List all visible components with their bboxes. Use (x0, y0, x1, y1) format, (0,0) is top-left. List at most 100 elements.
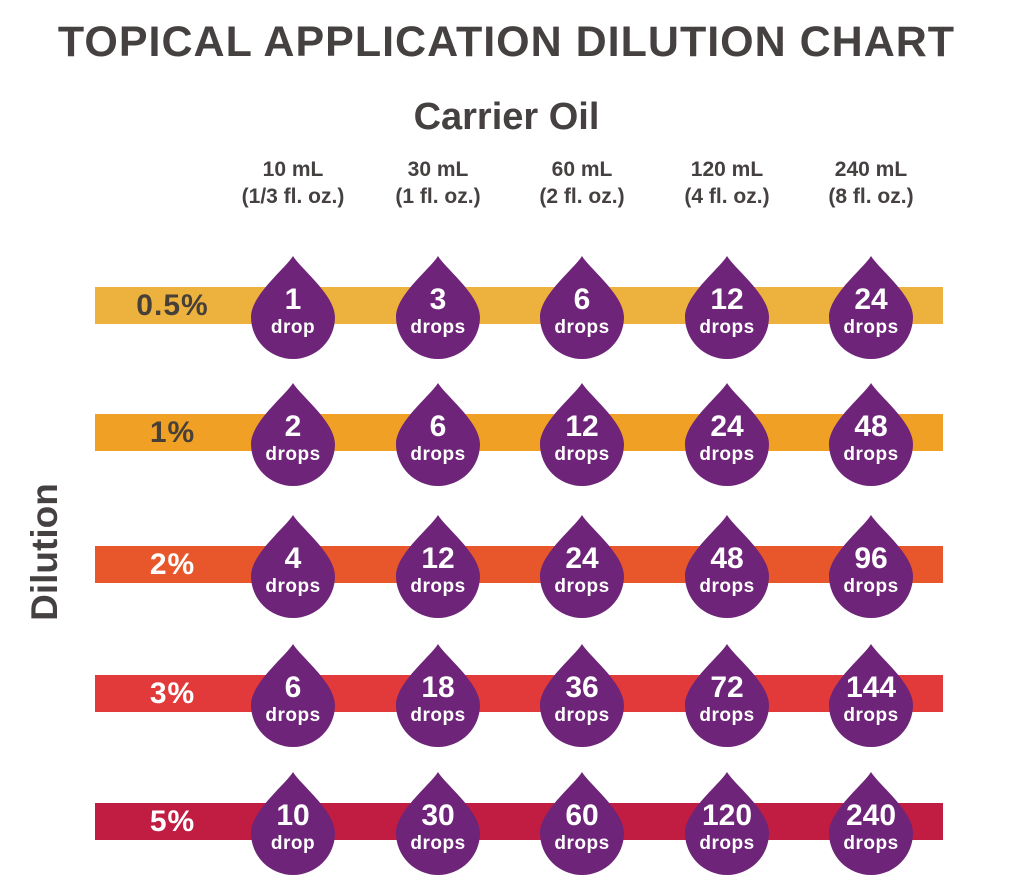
drop-label: 12 drops (684, 285, 770, 338)
drop-count: 30 (421, 799, 455, 832)
drop-unit: drops (699, 576, 755, 597)
drop-cell: 24 drops (539, 513, 625, 619)
drop-cell: 120 drops (684, 770, 770, 876)
droplet-icon (829, 383, 913, 486)
drop-unit: drops (699, 444, 755, 465)
droplet-icon (251, 256, 335, 359)
column-ounces-label: (1/3 fl. oz.) (241, 185, 345, 208)
droplet-icon (540, 256, 624, 359)
column-volume-label: 60 mL (551, 158, 613, 181)
column-volume-label: 30 mL (407, 158, 469, 181)
dilution-row-bar-3pct (95, 675, 943, 712)
drop-count: 24 (565, 542, 599, 575)
column-header-60-ml: 60 mL (2 fl. oz.) (539, 156, 624, 210)
dilution-row-label: 1% (149, 415, 196, 449)
drop-unit: drops (699, 705, 755, 726)
drop-count: 3 (429, 283, 447, 316)
drop-unit: drops (843, 576, 899, 597)
drop-count: 48 (854, 410, 888, 443)
drop-unit: drops (265, 576, 321, 597)
drop-count: 144 (845, 671, 897, 704)
drop-cell: 240 drops (828, 770, 914, 876)
column-header-120-ml: 120 mL (4 fl. oz.) (684, 156, 769, 210)
drop-cell: 3 drops (395, 254, 481, 360)
drop-cell: 60 drops (539, 770, 625, 876)
drop-label: 6 drops (539, 285, 625, 338)
droplet-icon (396, 383, 480, 486)
column-volume-label: 240 mL (834, 158, 908, 181)
dilution-row-bar-1pct (95, 414, 943, 451)
drop-cell: 36 drops (539, 642, 625, 748)
drop-count: 6 (284, 671, 302, 704)
drop-unit: drop (270, 833, 316, 854)
drop-unit: drops (554, 833, 610, 854)
column-ounces-label: (1 fl. oz.) (395, 185, 481, 208)
column-header-30-ml: 30 mL (1 fl. oz.) (395, 156, 480, 210)
drop-count: 24 (854, 283, 888, 316)
drop-cell: 6 drops (539, 254, 625, 360)
dilution-row-label: 5% (149, 804, 196, 838)
drop-label: 72 drops (684, 673, 770, 726)
drop-cell: 48 drops (684, 513, 770, 619)
drop-label: 18 drops (395, 671, 481, 726)
dilution-row-label: 0.5% (136, 288, 209, 322)
droplet-icon (685, 772, 769, 875)
droplet-icon (685, 515, 769, 618)
dilution-row-label: 3% (149, 676, 196, 710)
dilution-row-bar-2pct (95, 546, 943, 583)
column-ounces-label: (8 fl. oz.) (828, 185, 914, 208)
drop-cell: 12 drops (395, 513, 481, 619)
drop-label: 12 drops (395, 544, 481, 597)
chart-title: TOPICAL APPLICATION DILUTION CHART (57, 18, 956, 66)
drop-cell: 12 drops (539, 381, 625, 487)
drop-unit: drops (410, 444, 466, 465)
column-header-10-ml: 10 mL (1/3 fl. oz.) (242, 156, 345, 210)
drop-label: 48 drops (828, 410, 914, 465)
column-volume-label: 120 mL (690, 158, 764, 181)
drop-label: 24 drops (539, 542, 625, 597)
drop-cell: 4 drops (250, 513, 336, 619)
droplet-icon (396, 515, 480, 618)
drop-unit: drops (699, 317, 755, 338)
drop-label: 240 drops (828, 801, 914, 854)
droplet-icon (396, 772, 480, 875)
drop-label: 1 drop (250, 283, 336, 338)
drop-label: 120 drops (684, 799, 770, 854)
drop-count: 96 (854, 542, 888, 575)
drop-count: 120 (701, 799, 753, 832)
drop-label: 36 drops (539, 671, 625, 726)
drop-unit: drops (843, 833, 899, 854)
drop-label: 6 drops (395, 410, 481, 465)
drop-count: 24 (710, 410, 744, 443)
drop-cell: 48 drops (828, 381, 914, 487)
droplet-icon (540, 772, 624, 875)
drop-unit: drops (265, 444, 321, 465)
droplet-icon (685, 256, 769, 359)
drop-count: 36 (565, 671, 599, 704)
drop-unit: drops (410, 317, 466, 338)
drop-count: 60 (565, 799, 599, 832)
drop-cell: 2 drops (250, 381, 336, 487)
drop-cell: 1 drop (250, 254, 336, 360)
dilution-row-label: 2% (149, 547, 196, 581)
drop-cell: 144 drops (828, 642, 914, 748)
drop-unit: drops (554, 317, 610, 338)
drop-label: 144 drops (828, 671, 914, 726)
drop-cell: 30 drops (395, 770, 481, 876)
drop-label: 24 drops (684, 410, 770, 465)
droplet-icon (829, 644, 913, 747)
drop-cell: 24 drops (828, 254, 914, 360)
droplet-icon (829, 256, 913, 359)
drop-cell: 6 drops (395, 381, 481, 487)
droplet-icon (251, 383, 335, 486)
drop-cell: 6 drops (250, 642, 336, 748)
column-ounces-label: (4 fl. oz.) (684, 185, 770, 208)
drop-label: 2 drops (250, 412, 336, 465)
drop-count: 6 (429, 410, 447, 443)
drop-count: 18 (421, 671, 455, 704)
drop-label: 24 drops (828, 283, 914, 338)
drop-unit: drops (554, 576, 610, 597)
droplet-icon (685, 644, 769, 747)
drop-label: 10 drop (250, 801, 336, 854)
drop-count: 1 (284, 283, 302, 316)
